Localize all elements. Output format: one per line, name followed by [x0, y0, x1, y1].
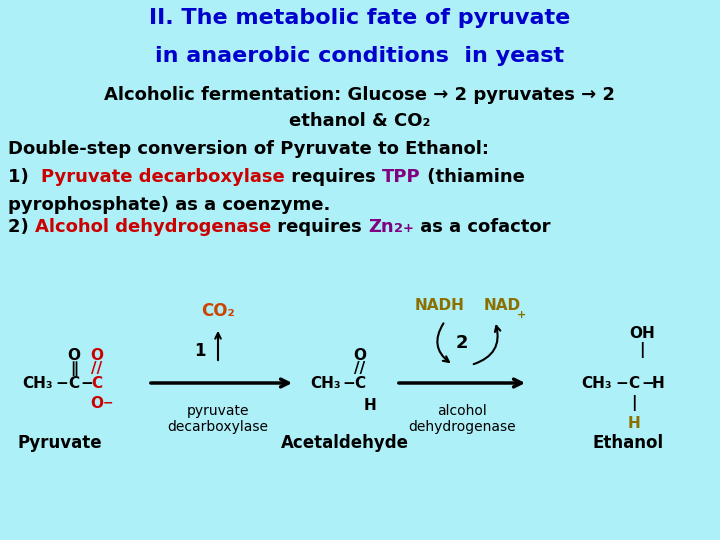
Text: requires: requires [285, 168, 382, 186]
Text: 2): 2) [8, 218, 35, 236]
Text: 2: 2 [456, 334, 468, 352]
Text: decarboxylase: decarboxylase [168, 420, 269, 434]
Text: NADH: NADH [415, 298, 465, 313]
Text: −: − [81, 375, 94, 390]
Text: dehydrogenase: dehydrogenase [408, 420, 516, 434]
Text: pyrophosphate) as a coenzyme.: pyrophosphate) as a coenzyme. [8, 196, 330, 214]
Text: NAD: NAD [483, 298, 521, 313]
Text: O: O [68, 348, 81, 362]
Text: C: C [68, 375, 80, 390]
Text: −: − [103, 396, 113, 409]
Text: CO₂: CO₂ [201, 302, 235, 320]
Text: II. The metabolic fate of pyruvate: II. The metabolic fate of pyruvate [149, 8, 571, 28]
Text: pyruvate: pyruvate [186, 404, 249, 418]
Text: +: + [518, 310, 526, 320]
Text: alcohol: alcohol [437, 404, 487, 418]
Text: Acetaldehyde: Acetaldehyde [281, 434, 409, 452]
Text: |: | [631, 395, 636, 411]
Text: OH: OH [629, 326, 655, 341]
Text: as a cofactor: as a cofactor [414, 218, 550, 236]
Text: 1): 1) [8, 168, 41, 186]
Text: −: − [642, 375, 654, 390]
Text: requires: requires [271, 218, 368, 236]
Text: −: − [55, 375, 68, 390]
Text: ethanol & CO₂: ethanol & CO₂ [289, 112, 431, 130]
Text: O: O [91, 348, 104, 362]
Text: //: // [354, 361, 366, 376]
Text: H: H [652, 375, 665, 390]
Text: Pyruvate: Pyruvate [18, 434, 102, 452]
Text: C: C [354, 375, 366, 390]
Text: //: // [91, 361, 103, 376]
Text: CH₃: CH₃ [582, 375, 612, 390]
Text: Zn: Zn [368, 218, 394, 236]
Text: Double-step conversion of Pyruvate to Ethanol:: Double-step conversion of Pyruvate to Et… [8, 140, 489, 158]
Text: −: − [343, 375, 356, 390]
Text: H: H [364, 397, 377, 413]
Text: C: C [91, 375, 102, 390]
Text: TPP: TPP [382, 168, 420, 186]
Text: H: H [628, 415, 640, 430]
Text: CH₃: CH₃ [311, 375, 341, 390]
Text: ∥: ∥ [70, 361, 78, 376]
Text: 2+: 2+ [394, 222, 414, 235]
Text: O: O [91, 395, 104, 410]
Text: Ethanol: Ethanol [593, 434, 664, 452]
Text: 1: 1 [194, 342, 206, 360]
Text: Alcohol dehydrogenase: Alcohol dehydrogenase [35, 218, 271, 236]
Text: (thiamine: (thiamine [420, 168, 524, 186]
Text: C: C [629, 375, 639, 390]
Text: Alcoholic fermentation: Glucose → 2 pyruvates → 2: Alcoholic fermentation: Glucose → 2 pyru… [104, 86, 616, 104]
Text: in anaerobic conditions  in yeast: in anaerobic conditions in yeast [156, 46, 564, 66]
Text: −: − [616, 375, 629, 390]
Text: O: O [354, 348, 366, 362]
Text: |: | [639, 342, 645, 358]
Text: CH₃: CH₃ [23, 375, 53, 390]
Text: Pyruvate decarboxylase: Pyruvate decarboxylase [41, 168, 285, 186]
